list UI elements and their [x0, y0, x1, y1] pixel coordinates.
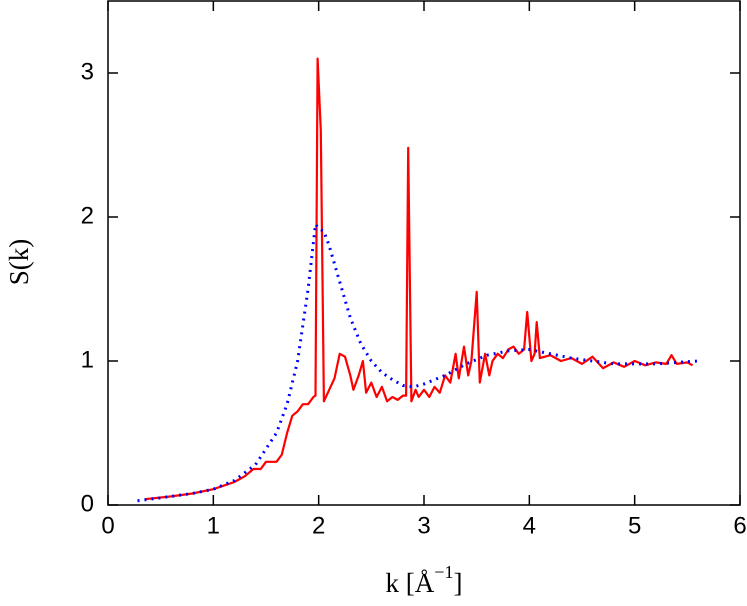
- x-axis-label: k [Å−1]: [386, 562, 463, 598]
- y-tick-label: 3: [81, 58, 94, 85]
- y-axis-label: S(k): [4, 239, 34, 286]
- x-tick-label: 5: [628, 512, 641, 539]
- y-tick-label: 2: [81, 202, 94, 229]
- y-tick-label: 1: [81, 346, 94, 373]
- x-tick-label: 1: [207, 512, 220, 539]
- data-line: [144, 57, 694, 501]
- x-tick-label: 2: [312, 512, 325, 539]
- plot-frame: [107, 0, 741, 506]
- x-tick-label: 3: [417, 512, 430, 539]
- y-tick-label: 0: [81, 490, 94, 517]
- x-tick-label: 6: [733, 512, 746, 539]
- x-tick-label: 4: [523, 512, 536, 539]
- x-tick-label: 0: [101, 512, 114, 539]
